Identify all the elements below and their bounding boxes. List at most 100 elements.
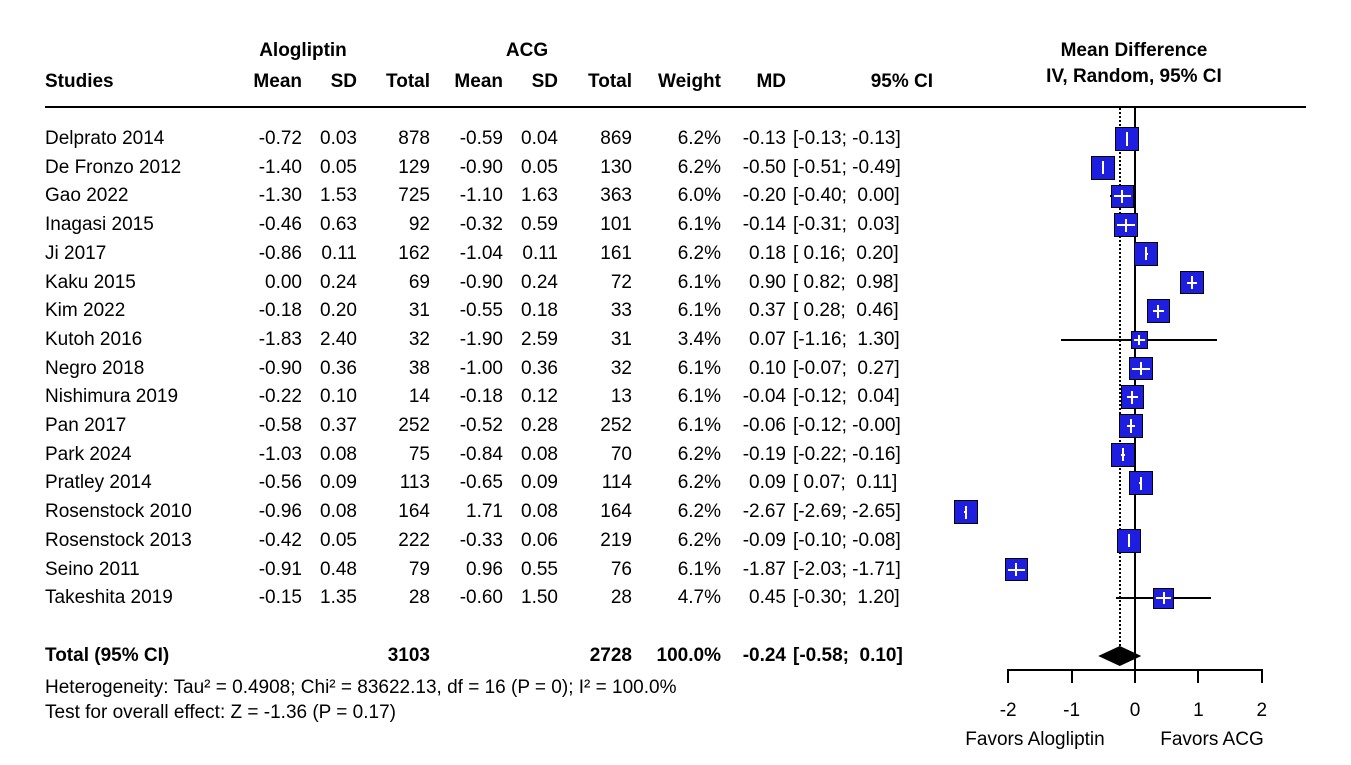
acg-sd: 0.06 (521, 529, 558, 551)
acg-mean: -1.10 (459, 185, 503, 207)
alogliptin-mean: -0.15 (258, 587, 302, 609)
alogliptin-mean: -0.58 (258, 415, 302, 436)
md: 0.90 (749, 271, 786, 293)
group2-header: ACG (505, 40, 549, 61)
acg-total: 76 (610, 558, 632, 580)
weight: 6.2% (677, 529, 721, 551)
weight: 6.2% (677, 242, 721, 264)
total-row: Total (95% CI) 3103 2728 100.0% -0.24 [-… (0, 642, 1351, 670)
table-row: Delprato 2014 -0.72 0.03 878 -0.59 0.04 869 6.2… (0, 125, 1351, 153)
acg-sd: 0.11 (522, 242, 558, 264)
alogliptin-total: 252 (398, 415, 430, 436)
plot-title: Mean Difference (1060, 40, 1208, 61)
col-header-mean1: Mean (253, 71, 302, 92)
acg-mean: -0.90 (459, 156, 503, 178)
alogliptin-sd: 0.20 (320, 300, 357, 322)
acg-total: 219 (600, 529, 632, 551)
plot-model-label: IV, Random, 95% CI (1046, 66, 1222, 87)
acg-mean: -1.90 (459, 328, 503, 350)
alogliptin-mean: -0.42 (258, 529, 302, 551)
acg-sd: 0.04 (521, 128, 558, 149)
x-axis-tick-label: 1 (1193, 700, 1204, 721)
weight: 6.0% (677, 185, 721, 207)
square-center-tick (1015, 562, 1018, 577)
acg-sd: 0.36 (521, 357, 558, 379)
study-name: Takeshita 2019 (45, 587, 173, 609)
acg-sd: 0.09 (521, 472, 558, 494)
table-row: Seino 2011 -0.91 0.48 79 0.96 0.55 76 6.1% -1.87… (0, 556, 1351, 584)
x-axis-tick-label: 0 (1129, 700, 1141, 721)
acg-mean: -0.65 (459, 472, 503, 494)
md: 0.10 (749, 357, 786, 379)
square-center-tick (1145, 247, 1148, 261)
ci: [-0.07; 0.27] (793, 357, 900, 379)
ci: [-0.40; 0.00] (793, 185, 900, 207)
square-center-tick (1130, 419, 1133, 433)
heterogeneity-row: Heterogeneity: Tau² = 0.4908; Chi² = 836… (0, 674, 1351, 702)
weight: 6.2% (677, 156, 721, 178)
acg-total: 32 (610, 357, 632, 379)
alogliptin-total: 31 (408, 300, 430, 322)
alogliptin-mean: -0.22 (258, 386, 302, 408)
acg-total: 164 (600, 501, 632, 523)
ci: [-0.10; -0.08] (793, 529, 901, 551)
acg-sd: 0.05 (521, 156, 558, 178)
study-name: Park 2024 (45, 443, 132, 465)
alogliptin-mean: -0.96 (258, 501, 302, 523)
alogliptin-mean: -1.40 (258, 156, 302, 178)
alogliptin-total: 878 (398, 128, 430, 149)
alogliptin-sd: 0.48 (320, 558, 357, 580)
study-name: Delprato 2014 (45, 128, 165, 149)
col-header-md: MD (756, 71, 786, 92)
alogliptin-sd: 0.05 (320, 156, 357, 178)
study-name: Seino 2011 (45, 558, 140, 580)
total-n2: 2728 (589, 645, 632, 666)
weight: 3.4% (677, 328, 721, 350)
total-label: Total (95% CI) (45, 645, 170, 666)
table-row: Rosenstock 2013 -0.42 0.05 222 -0.33 0.06 219 6… (0, 527, 1351, 555)
col-header-weight: Weight (658, 71, 721, 92)
acg-mean: 0.96 (466, 558, 503, 580)
total-n1: 3103 (387, 645, 430, 666)
acg-sd: 0.18 (521, 300, 558, 322)
acg-total: 31 (610, 328, 632, 350)
acg-total: 130 (600, 156, 632, 178)
square-center-tick (1140, 362, 1143, 376)
table-row: Kutoh 2016 -1.83 2.40 32 -1.90 2.59 31 3.4% 0.07… (0, 326, 1351, 354)
acg-mean: -0.32 (459, 214, 503, 236)
study-name: Rosenstock 2013 (45, 529, 192, 551)
total-weight: 100.0% (656, 645, 721, 666)
md: -0.04 (742, 386, 786, 408)
md: 0.07 (749, 328, 786, 350)
col-header-mean2: Mean (454, 71, 503, 92)
pooled-effect-diamond (1098, 646, 1142, 666)
acg-total: 13 (610, 386, 632, 408)
ci: [ 0.16; 0.20] (793, 242, 899, 264)
acg-sd: 0.08 (521, 443, 558, 465)
alogliptin-total: 162 (398, 242, 430, 264)
acg-sd: 0.08 (521, 501, 558, 523)
alogliptin-sd: 0.37 (320, 415, 357, 436)
ci: [-0.12; 0.04] (793, 386, 900, 408)
header-divider (45, 106, 1306, 108)
weight: 6.1% (677, 558, 721, 580)
square-center-tick (1125, 218, 1128, 232)
table-row: Pratley 2014 -0.56 0.09 113 -0.65 0.09 114 6.2%… (0, 469, 1351, 497)
table-row: Rosenstock 2010 -0.96 0.08 164 1.71 0.08 164 6.… (0, 498, 1351, 526)
weight: 6.2% (677, 443, 721, 465)
acg-sd: 1.50 (521, 587, 558, 609)
ci: [-0.30; 1.20] (793, 587, 900, 609)
square-center-tick (1162, 592, 1165, 604)
table-row: Inagasi 2015 -0.46 0.63 92 -0.32 0.59 101 6.1% -… (0, 211, 1351, 239)
weight: 4.7% (677, 587, 721, 609)
square-center-tick (1157, 304, 1160, 318)
studies-header: Studies (45, 71, 114, 92)
table-row: De Fronzo 2012 -1.40 0.05 129 -0.90 0.05 130 6.… (0, 154, 1351, 182)
table-row: Nishimura 2019 -0.22 0.10 14 -0.18 0.12 13 6.1%… (0, 383, 1351, 411)
alogliptin-total: 28 (408, 587, 430, 609)
ci: [-0.12; -0.00] (793, 415, 901, 436)
alogliptin-mean: -0.72 (258, 128, 302, 149)
x-axis-tick (1260, 669, 1263, 683)
md: -0.09 (742, 529, 786, 551)
acg-sd: 0.28 (521, 415, 558, 436)
